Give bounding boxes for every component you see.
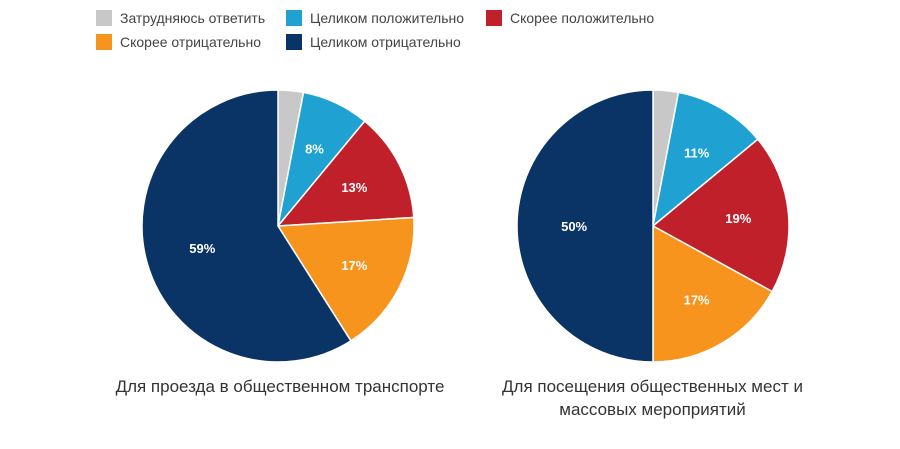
chart-title-transport: Для проезда в общественном транспорте — [115, 377, 445, 396]
pie-1-label-rather_pos: 19% — [725, 211, 751, 226]
pie-0-slice-fully_neg — [141, 89, 352, 363]
legend-item-fully-negative: Целиком отрицательно — [286, 34, 461, 50]
pie-1-slice-fully_pos — [651, 91, 759, 228]
pie-0-slice-rather_neg — [276, 216, 415, 342]
pie-1-label-fully_neg: 50% — [561, 219, 587, 234]
legend-label-fully-negative: Целиком отрицательно — [310, 34, 461, 50]
legend-swatch-fully-positive — [286, 10, 302, 26]
legend-item-hard: Затрудняюсь ответить — [96, 10, 265, 26]
legend-item-fully-positive: Целиком положительно — [286, 10, 464, 26]
legend-label-hard: Затрудняюсь ответить — [120, 10, 266, 26]
legend-swatch-rather-positive — [486, 10, 502, 26]
pie-1-slice-rather_pos — [651, 138, 790, 293]
pie-1-slice-fully_neg — [516, 89, 654, 363]
pie-0-label-fully_pos: 8% — [305, 141, 324, 156]
pie-0-label-rather_neg: 17% — [341, 258, 367, 273]
chart-title-public-places: Для посещения общественных мест и массов… — [502, 377, 803, 419]
legend-label-rather-positive: Скорее положительно — [510, 10, 655, 26]
legend-swatch-rather-negative — [96, 34, 112, 50]
legend-swatch-fully-negative — [286, 34, 302, 50]
pie-1-label-rather_neg: 17% — [684, 293, 710, 308]
legend-item-rather-negative: Скорее отрицательно — [96, 34, 261, 50]
legend-label-rather-negative: Скорее отрицательно — [120, 34, 261, 50]
pie-1-label-fully_pos: 11% — [684, 145, 710, 160]
pie-0-slice-rather_pos — [276, 120, 415, 227]
legend-label-fully-positive: Целиком положительно — [310, 10, 465, 26]
pie-0-label-rather_pos: 13% — [341, 180, 367, 195]
legend-item-rather-positive: Скорее положительно — [486, 10, 654, 26]
pie-0-label-fully_neg: 59% — [189, 241, 215, 256]
legend-swatch-hard — [96, 10, 112, 26]
pie-1-slice-rather_neg — [652, 224, 774, 363]
